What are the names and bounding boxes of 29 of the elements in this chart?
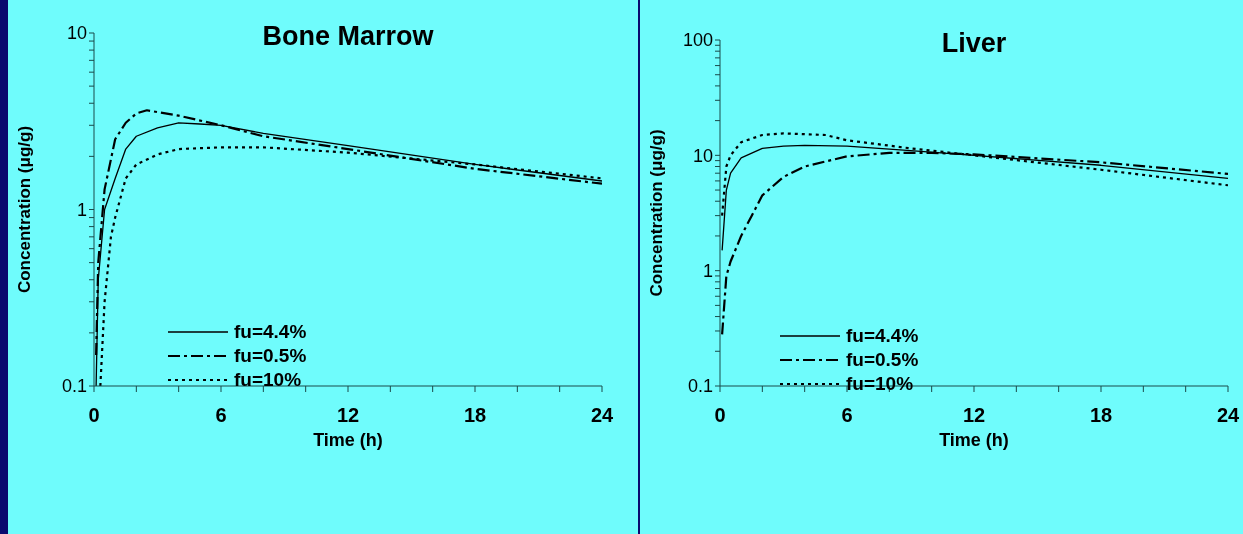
y-tick-label: 10 <box>66 23 87 44</box>
y-tick-label: 100 <box>682 30 713 51</box>
x-tick-label: 18 <box>1089 404 1113 427</box>
y-tick-label: 0.1 <box>61 376 87 397</box>
y-axis-title: Concentration (μg/g) <box>15 125 35 294</box>
x-axis-title: Time (h) <box>939 430 1009 450</box>
y-axis-title: Concentration (μg/g) <box>647 129 667 297</box>
y-tick-label: 10 <box>692 145 713 166</box>
chart-title: Bone Marrow <box>261 21 435 52</box>
legend-label: fu=0.5% <box>234 345 307 367</box>
legend-label: fu=4.4% <box>846 325 919 347</box>
x-tick-label: 0 <box>88 404 100 427</box>
x-tick-label: 18 <box>463 404 487 427</box>
x-tick-label: 0 <box>714 404 726 427</box>
legend-label: fu=10% <box>234 369 302 391</box>
y-tick-label: 1 <box>702 261 713 282</box>
x-axis-title: Time (h) <box>313 430 383 450</box>
x-tick-label: 12 <box>336 404 360 427</box>
chart-title: Liver <box>940 28 1008 59</box>
x-tick-label: 24 <box>590 404 614 427</box>
legend-label: fu=0.5% <box>846 349 919 371</box>
x-tick-label: 24 <box>1216 404 1240 427</box>
y-tick-label: 0.1 <box>687 376 713 397</box>
x-tick-label: 6 <box>215 404 227 427</box>
legend-label: fu=10% <box>846 373 914 395</box>
x-tick-label: 6 <box>841 404 853 427</box>
legend-label: fu=4.4% <box>234 321 307 343</box>
y-tick-label: 1 <box>76 199 87 220</box>
x-tick-label: 12 <box>962 404 986 427</box>
